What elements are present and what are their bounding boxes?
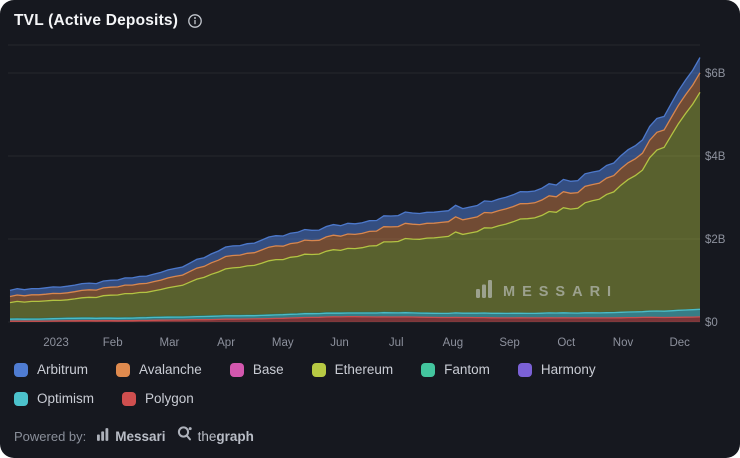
legend-item-optimism[interactable]: Optimism <box>14 391 94 406</box>
legend-swatch <box>122 391 136 406</box>
legend-swatch <box>311 362 326 377</box>
x-tick-label: 2023 <box>43 337 69 349</box>
area-edge-avalanche <box>9 72 701 298</box>
the-graph-brand-link[interactable]: thegraph <box>177 426 254 447</box>
legend: Arbitrum Avalanche Base Ethereum Fantom Harmo… <box>14 362 698 406</box>
legend-item-arbitrum[interactable]: Arbitrum <box>14 362 88 377</box>
legend-label: Arbitrum <box>37 362 89 377</box>
y-tick-label: $4B <box>705 151 726 163</box>
area-series-ethereum <box>10 92 700 318</box>
x-tick-label: Aug <box>443 337 463 349</box>
powered-by-label: Powered by: <box>14 429 87 444</box>
x-tick-label: Nov <box>613 337 634 349</box>
x-tick-label: Dec <box>669 337 690 349</box>
x-tick-label: Feb <box>103 337 123 349</box>
footer: Powered by: Messari thegraph <box>14 426 254 447</box>
area-edge-optimism <box>9 308 701 320</box>
legend-item-fantom[interactable]: Fantom <box>421 362 490 377</box>
area-edge-arbitrum <box>9 57 701 292</box>
messari-logo-text: Messari <box>115 429 166 444</box>
legend-swatch <box>14 362 28 377</box>
legend-label: Ethereum <box>334 362 394 377</box>
y-tick-label: $0 <box>705 317 718 329</box>
area-series-fantom <box>10 308 700 319</box>
the-graph-text-the: the <box>197 428 217 444</box>
area-edge-polygon <box>10 316 701 322</box>
legend-label: Harmony <box>540 362 596 377</box>
legend-swatch <box>421 362 436 377</box>
messari-logo-icon <box>97 427 109 446</box>
legend-item-base[interactable]: Base <box>229 362 284 377</box>
legend-label: Polygon <box>145 391 194 406</box>
x-tick-label: Sep <box>499 337 519 349</box>
legend-swatch <box>116 362 131 377</box>
chart-title: TVL (Active Deposits) <box>14 12 179 29</box>
x-tick-label: Oct <box>557 337 576 349</box>
chart-header: TVL (Active Deposits) <box>14 12 203 30</box>
legend-item-avalanche[interactable]: Avalanche <box>116 362 202 377</box>
x-tick-label: Apr <box>217 337 235 349</box>
legend-label: Base <box>252 362 284 377</box>
x-tick-label: Jun <box>330 337 349 349</box>
x-tick-label: May <box>272 337 294 349</box>
legend-item-ethereum[interactable]: Ethereum <box>311 362 394 377</box>
legend-item-polygon[interactable]: Polygon <box>122 391 194 406</box>
messari-brand-link[interactable]: Messari <box>97 427 166 446</box>
y-tick-label: $2B <box>705 234 726 246</box>
x-tick-label: Mar <box>159 337 179 349</box>
the-graph-logo-icon <box>177 426 192 447</box>
legend-label: Fantom <box>444 362 490 377</box>
area-edge-ethereum <box>9 91 701 304</box>
tvl-stacked-area-chart[interactable]: $0 $2B $4B $6B 2023 Feb Mar Apr May Jun Jul Aug Sep O… <box>0 40 740 352</box>
legend-label: Optimism <box>37 391 94 406</box>
x-tick-label: Jul <box>389 337 404 349</box>
the-graph-text-graph: graph <box>216 428 254 444</box>
legend-swatch <box>517 362 532 377</box>
legend-swatch <box>14 391 28 406</box>
legend-swatch <box>229 362 244 377</box>
info-icon[interactable] <box>187 13 203 29</box>
legend-label: Avalanche <box>139 362 202 377</box>
area-series-optimism <box>10 309 700 322</box>
y-tick-label: $6B <box>705 68 726 80</box>
legend-item-harmony[interactable]: Harmony <box>517 362 596 377</box>
